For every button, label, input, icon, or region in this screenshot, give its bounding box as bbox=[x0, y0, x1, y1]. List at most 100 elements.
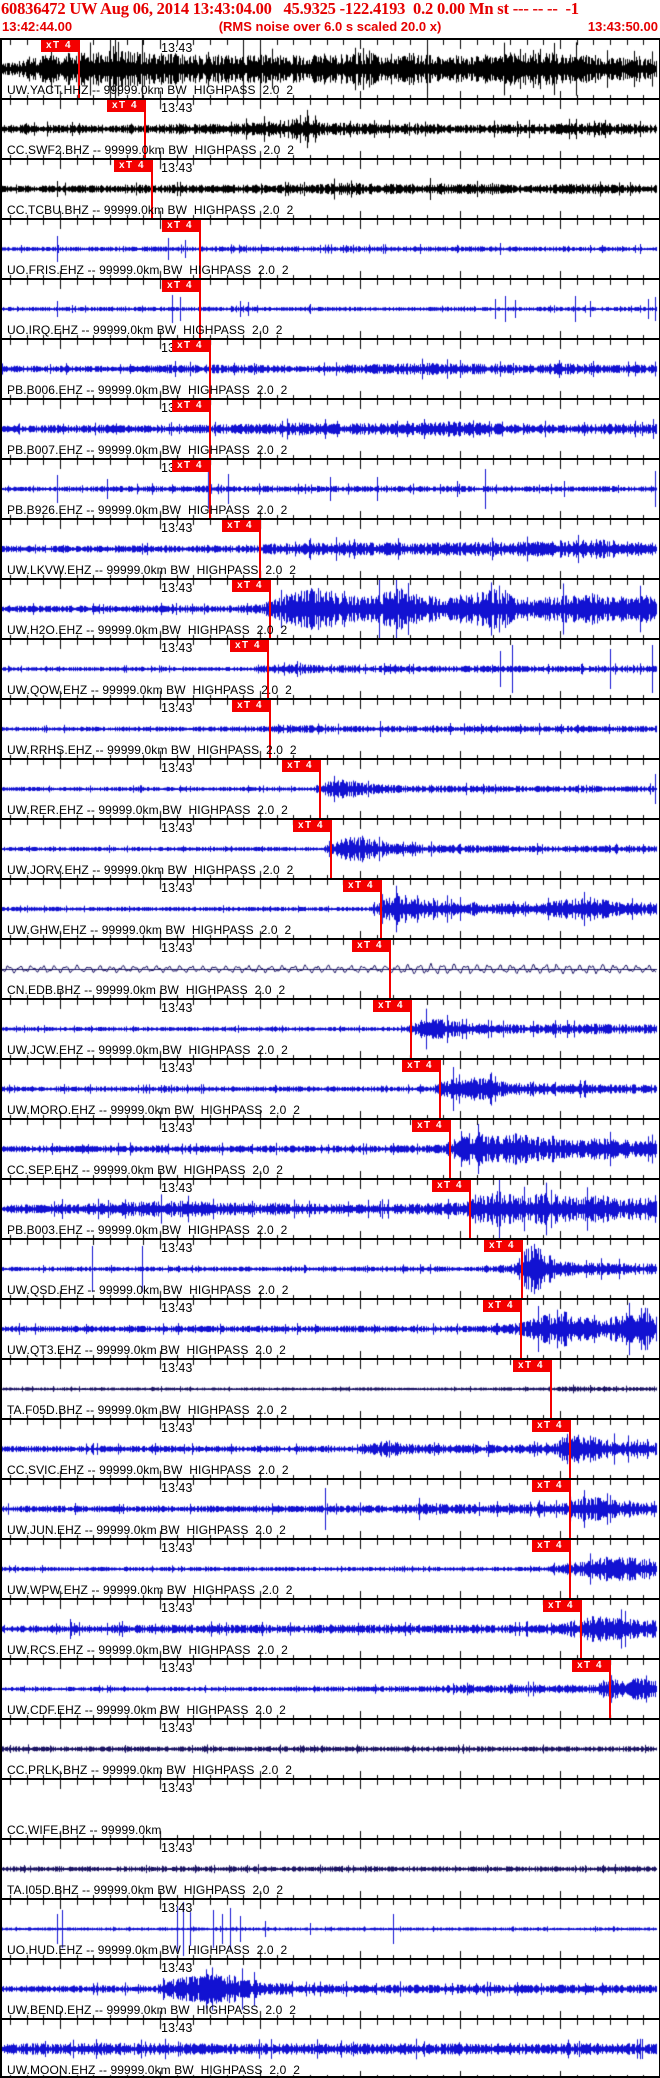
waveform-canvas[interactable] bbox=[0, 460, 660, 518]
station-label: PB.B003.EHZ -- 99999.0km BW HIGHPASS 2.0… bbox=[7, 1223, 288, 1237]
minute-time-label: 13:43 bbox=[161, 1421, 193, 1435]
trace-row: 13:43 xT 4 UW.QOW.EHZ -- 99999.0km BW HI… bbox=[0, 638, 660, 698]
station-label: UO.FRIS.EHZ -- 99999.0km BW HIGHPASS 2.0… bbox=[7, 263, 289, 277]
minute-time-label: 13:43 bbox=[161, 941, 193, 955]
waveform-canvas[interactable] bbox=[0, 760, 660, 818]
pick-line bbox=[389, 940, 391, 998]
trace-row: 13:43 xT 4 UW.RCS.EHZ -- 99999.0km BW HI… bbox=[0, 1598, 660, 1658]
waveform-canvas[interactable] bbox=[0, 1780, 660, 1838]
station-label: TA.F05D.BHZ -- 99999.0km BW HIGHPASS 2.0… bbox=[7, 1403, 288, 1417]
waveform-canvas[interactable] bbox=[0, 880, 660, 938]
minute-time-label: 13:43 bbox=[161, 41, 193, 55]
station-label: UW.LKVW.EHZ -- 99999.0km BW HIGHPASS 2.0… bbox=[7, 563, 297, 577]
pick-flag[interactable]: xT 4 bbox=[41, 40, 79, 52]
pick-flag[interactable]: xT 4 bbox=[232, 700, 270, 712]
waveform-canvas[interactable] bbox=[0, 700, 660, 758]
pick-flag[interactable]: xT 4 bbox=[513, 1360, 551, 1372]
trace-row: 13:43 xT 4 CN.EDB.BHZ -- 99999.0km BW HI… bbox=[0, 938, 660, 998]
pick-line bbox=[609, 1660, 611, 1718]
pick-flag[interactable]: xT 4 bbox=[162, 220, 200, 232]
pick-flag[interactable]: xT 4 bbox=[162, 280, 200, 292]
trace-rows: 13:43 xT 4 UW.YACT.HHZ -- 99999.0km BW H… bbox=[0, 38, 660, 2078]
station-label: UW.CDF.EHZ -- 99999.0km BW HIGHPASS 2.0 … bbox=[7, 1703, 286, 1717]
pick-line bbox=[569, 1540, 571, 1598]
station-label: UW.JUN.EHZ -- 99999.0km BW HIGHPASS 2.0 … bbox=[7, 1523, 286, 1537]
waveform-canvas[interactable] bbox=[0, 1900, 660, 1958]
event-header: 60836472 UW Aug 06, 2014 13:43:04.00 45.… bbox=[0, 0, 660, 38]
waveform-canvas[interactable] bbox=[0, 520, 660, 578]
pick-flag[interactable]: xT 4 bbox=[572, 1660, 610, 1672]
waveform-canvas[interactable] bbox=[0, 40, 660, 98]
trace-row: 13:43 xT 4 PB.B007.EHZ -- 99999.0km BW H… bbox=[0, 398, 660, 458]
pick-flag[interactable]: xT 4 bbox=[484, 1240, 522, 1252]
waveform-canvas[interactable] bbox=[0, 1840, 660, 1898]
trace-row: 13:43 xT 4 CC.TCBU.BHZ -- 99999.0km BW H… bbox=[0, 158, 660, 218]
waveform-canvas[interactable] bbox=[0, 1300, 660, 1358]
waveform-canvas[interactable] bbox=[0, 400, 660, 458]
minute-time-label: 13:43 bbox=[161, 2021, 193, 2035]
pick-flag[interactable]: xT 4 bbox=[352, 940, 390, 952]
pick-flag[interactable]: xT 4 bbox=[373, 1000, 411, 1012]
waveform-canvas[interactable] bbox=[0, 2020, 660, 2078]
waveform-canvas[interactable] bbox=[0, 1180, 660, 1238]
pick-flag[interactable]: xT 4 bbox=[343, 880, 381, 892]
pick-flag[interactable]: xT 4 bbox=[432, 1180, 470, 1192]
station-label: UW.QOW.EHZ -- 99999.0km BW HIGHPASS 2.0 … bbox=[7, 683, 292, 697]
station-label: CC.SEP.EHZ -- 99999.0km BW HIGHPASS 2.0 … bbox=[7, 1163, 284, 1177]
waveform-canvas[interactable] bbox=[0, 1120, 660, 1178]
station-label: UW.JCW.EHZ -- 99999.0km BW HIGHPASS 2.0 … bbox=[7, 1043, 288, 1057]
waveform-canvas[interactable] bbox=[0, 1720, 660, 1778]
pick-flag[interactable]: xT 4 bbox=[483, 1300, 521, 1312]
station-label: UW.MOON.EHZ -- 99999.0km BW HIGHPASS 2.0… bbox=[7, 2063, 301, 2077]
waveform-canvas[interactable] bbox=[0, 640, 660, 698]
station-label: PB.B926.EHZ -- 99999.0km BW HIGHPASS 2.0… bbox=[7, 503, 288, 517]
pick-line bbox=[569, 1420, 571, 1478]
waveform-canvas[interactable] bbox=[0, 340, 660, 398]
pick-flag[interactable]: xT 4 bbox=[282, 760, 320, 772]
pick-flag[interactable]: xT 4 bbox=[114, 160, 152, 172]
pick-flag[interactable]: xT 4 bbox=[532, 1540, 570, 1552]
station-label: UW.QSD.EHZ -- 99999.0km BW HIGHPASS 2.0 … bbox=[7, 1283, 289, 1297]
pick-flag[interactable]: xT 4 bbox=[230, 640, 268, 652]
waveform-canvas[interactable] bbox=[0, 1660, 660, 1718]
minute-time-label: 13:43 bbox=[161, 1481, 193, 1495]
minute-time-label: 13:43 bbox=[161, 1181, 193, 1195]
pick-flag[interactable]: xT 4 bbox=[402, 1060, 440, 1072]
pick-flag[interactable]: xT 4 bbox=[172, 460, 210, 472]
pick-line bbox=[151, 160, 153, 218]
station-label: UW.QT3.EHZ -- 99999.0km BW HIGHPASS 2.0 … bbox=[7, 1343, 286, 1357]
pick-flag[interactable]: xT 4 bbox=[172, 340, 210, 352]
scale-note: (RMS noise over 6.0 s scaled 20.0 x) bbox=[218, 19, 442, 34]
station-label: UW.H2O.EHZ -- 99999.0km BW HIGHPASS 2.0 … bbox=[7, 623, 288, 637]
minute-time-label: 13:43 bbox=[161, 1601, 193, 1615]
station-label: UW.RER.EHZ -- 99999.0km BW HIGHPASS 2.0 … bbox=[7, 803, 288, 817]
minute-time-label: 13:43 bbox=[161, 761, 193, 775]
minute-time-label: 13:43 bbox=[161, 1901, 193, 1915]
station-label: PB.B006.EHZ -- 99999.0km BW HIGHPASS 2.0… bbox=[7, 383, 288, 397]
station-label: UW.MORO.EHZ -- 99999.0km BW HIGHPASS 2.0… bbox=[7, 1103, 301, 1117]
waveform-canvas[interactable] bbox=[0, 1960, 660, 2018]
pick-flag[interactable]: xT 4 bbox=[293, 820, 331, 832]
waveform-canvas[interactable] bbox=[0, 1000, 660, 1058]
pick-flag[interactable]: xT 4 bbox=[107, 100, 145, 112]
station-label: CC.SVIC.EHZ -- 99999.0km BW HIGHPASS 2.0… bbox=[7, 1463, 289, 1477]
pick-flag[interactable]: xT 4 bbox=[222, 520, 260, 532]
pick-flag[interactable]: xT 4 bbox=[532, 1420, 570, 1432]
pick-flag[interactable]: xT 4 bbox=[412, 1120, 450, 1132]
pick-flag[interactable]: xT 4 bbox=[532, 1480, 570, 1492]
pick-line bbox=[580, 1600, 582, 1658]
station-label: UW.RCS.EHZ -- 99999.0km BW HIGHPASS 2.0 … bbox=[7, 1643, 288, 1657]
waveform-canvas[interactable] bbox=[0, 280, 660, 338]
waveform-canvas[interactable] bbox=[0, 940, 660, 998]
waveform-canvas[interactable] bbox=[0, 220, 660, 278]
waveform-canvas[interactable] bbox=[0, 580, 660, 638]
trace-row: 13:43 xT 4 CC.SWF2.BHZ -- 99999.0km BW H… bbox=[0, 98, 660, 158]
waveform-canvas[interactable] bbox=[0, 160, 660, 218]
waveform-canvas[interactable] bbox=[0, 1060, 660, 1118]
waveform-canvas[interactable] bbox=[0, 1240, 660, 1298]
pick-flag[interactable]: xT 4 bbox=[543, 1600, 581, 1612]
minute-time-label: 13:43 bbox=[161, 1121, 193, 1135]
pick-flag[interactable]: xT 4 bbox=[172, 400, 210, 412]
pick-line bbox=[209, 460, 211, 518]
pick-flag[interactable]: xT 4 bbox=[232, 580, 270, 592]
